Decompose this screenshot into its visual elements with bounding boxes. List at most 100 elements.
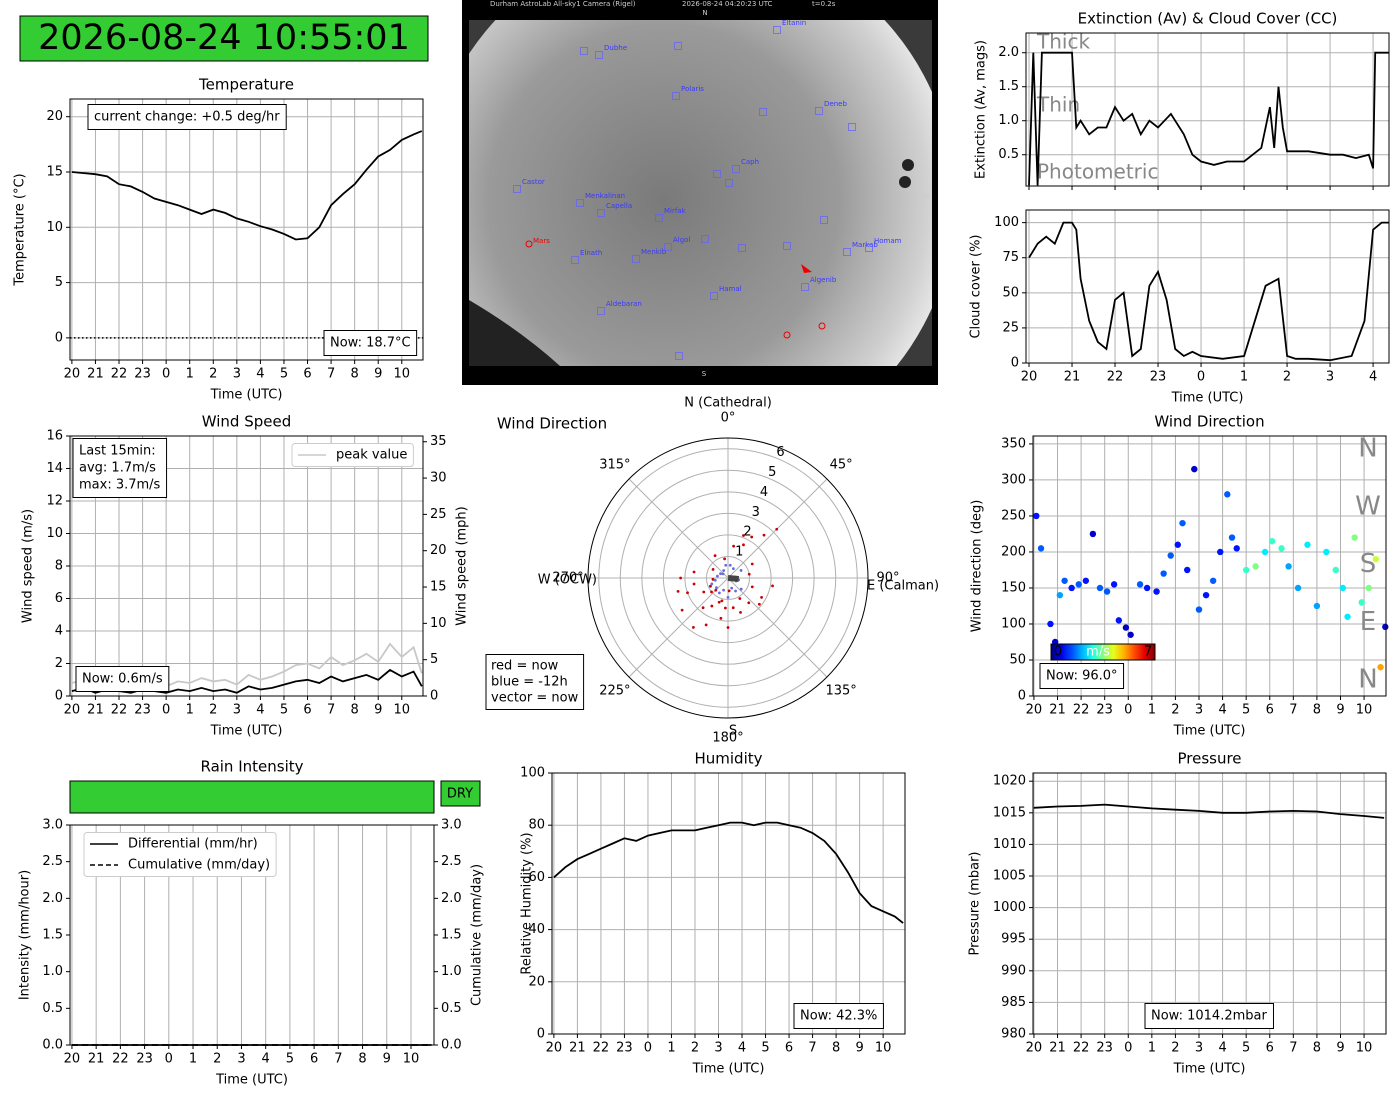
data-point [747,572,751,576]
x-tick-label: 3 [714,1041,722,1056]
x-tick-label: 4 [738,1041,746,1056]
data-point [1143,584,1151,592]
y2-tick-label: 10 [430,616,447,631]
star-marker [576,199,584,207]
y2-axis-label: Cumulative (mm/day) [470,864,485,1006]
theta-tick-label: 225° [599,684,630,699]
x-axis-label: Time (UTC) [1173,1062,1246,1077]
legend-box [291,443,414,467]
star-label: Elnath [580,249,602,257]
legend-label: blue = -12h [491,675,568,690]
annotation-text: Now: 0.6m/s [82,672,163,687]
y-tick-label: 990 [1001,963,1026,978]
data-point [731,567,735,571]
x-tick-label: 6 [303,367,311,382]
x-tick-label: 7 [327,703,335,718]
data-point [1217,548,1224,556]
colorbar-tick-label: 0 [1054,645,1062,660]
data-point [738,597,742,600]
x-tick-label: 23 [1096,1041,1113,1056]
legend-label: peak value [336,448,407,463]
legend: peak value [291,443,414,467]
data-point [704,623,708,627]
data-point [1179,519,1186,527]
data-point [1202,591,1210,599]
y-axis-label: Cloud cover (%) [969,234,984,338]
x-tick-label: 23 [1150,370,1167,385]
annotation-text: avg: 1.7m/s [79,461,156,476]
camera-direction: N [702,9,707,17]
x-tick-label: 22 [1107,370,1124,385]
r-tick-label: 2 [743,525,751,540]
y-tick-label: 2 [55,656,63,671]
x-tick-label: 9 [1336,703,1344,718]
x-tick-label: 10 [394,703,411,718]
x-tick-label: 20 [64,1052,81,1067]
data-point [692,626,695,629]
plot-frame [1025,32,1390,187]
x-tick-label: 6 [1266,1041,1274,1056]
x-tick-label: 22 [1073,703,1090,718]
star-marker [571,256,579,264]
x-tick-label: 10 [1356,703,1373,718]
y-tick-label: 2.5 [42,854,63,869]
data-point [1037,545,1045,552]
compass-label: W [1355,491,1381,521]
y-tick-label: 0.5 [998,147,1019,162]
grid-circle [705,555,751,601]
y-tick-label: 60 [528,870,545,885]
x-tick-label: 0 [644,1041,652,1056]
x-tick-label: 20 [64,367,81,382]
x-tick-label: 4 [1369,370,1377,385]
star-marker [732,165,740,173]
x-tick-label: 4 [256,367,264,382]
y-tick-label: 250 [1001,508,1026,523]
y-axis-label: Intensity (mm/hour) [18,870,33,1000]
star-label: Algol [673,236,690,244]
data-point [747,601,751,605]
y-tick-label: 1.0 [998,113,1019,128]
sky-dome [469,20,932,366]
x-axis-label: Time (UTC) [692,1062,765,1077]
y-tick-label: 350 [1001,436,1026,451]
x-tick-label: 1 [1240,370,1248,385]
annotation-text: Now: 1014.2mbar [1151,1009,1267,1024]
data-point [1047,620,1054,628]
direction-label: N (Cathedral) [684,396,772,411]
data-point [762,533,766,537]
plot-frame [551,772,906,1035]
star-layer: Eltanin Dubhe Polaris Deneb Caph Castor Menkal… [513,19,902,360]
annotation-box [1039,663,1125,689]
data-point [1242,566,1250,574]
x-tick-label: 6 [1266,703,1274,718]
theta-tick-label: 135° [825,684,856,699]
star-label: Castor [522,178,545,186]
y-tick-label: 12 [46,494,63,509]
x-tick-label: 8 [832,1041,840,1056]
x-tick-label: 4 [1218,703,1226,718]
data-point [692,582,696,586]
data-point [722,588,725,592]
y-tick-label: 2.0 [42,891,63,906]
star-marker [783,242,791,250]
x-tick-label: 1 [189,1052,197,1067]
star-label: Eltanin [782,19,806,27]
compass-label: E [1360,607,1376,637]
y2-tick-label: 0.0 [441,1038,462,1053]
x-tick-label: 20 [1026,1041,1043,1056]
data-point [1344,613,1351,620]
x-tick-label: 1 [1148,703,1156,718]
legend-label: Cumulative (mm/day) [128,858,270,873]
y-axis-label: Pressure (mbar) [968,851,983,955]
grid-line [727,577,828,678]
data-line [71,130,423,241]
data-point [709,584,712,588]
y-tick-label: 1020 [993,774,1026,789]
data-point [1323,548,1330,556]
data-line [1033,803,1385,819]
x-tick-label: 5 [280,703,288,718]
colorbar-tick-label: 7 [1144,645,1152,660]
theta-tick-label: 270° [552,571,583,586]
